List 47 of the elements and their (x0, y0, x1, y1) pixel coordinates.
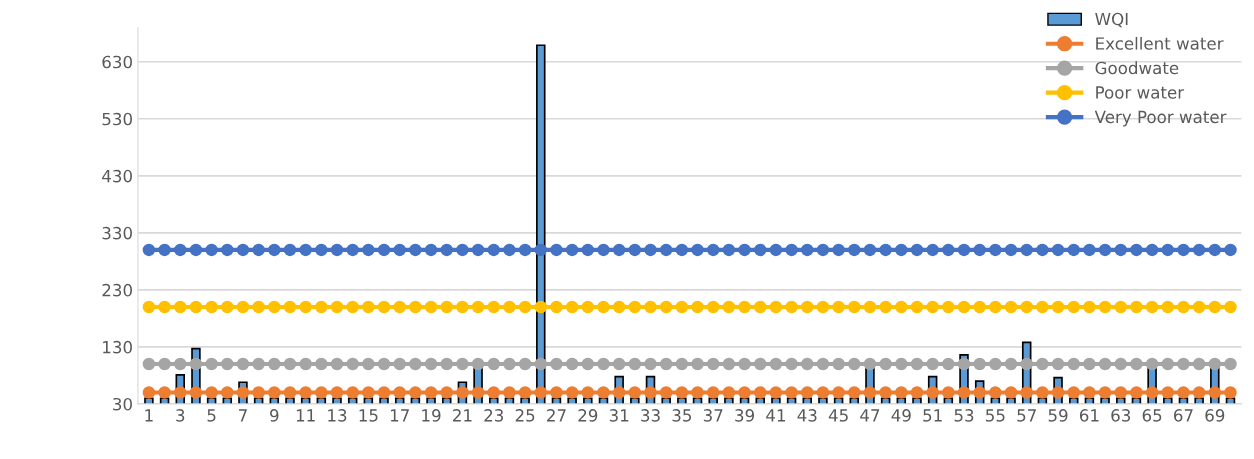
x-tick-label: 61 (1079, 409, 1099, 422)
x-tick-label: 69 (1205, 409, 1225, 422)
y-tick-label: 230 (102, 283, 132, 297)
legend-label: Excellent water (1096, 36, 1224, 50)
x-tick-label: 67 (1174, 409, 1193, 422)
x-tick-label: 23 (484, 409, 504, 422)
x-tick-label: 21 (453, 409, 472, 422)
x-tick-label: 19 (422, 409, 441, 422)
x-tick-label: 49 (891, 409, 911, 422)
x-tick-label: 13 (328, 409, 347, 422)
x-tick-label: 25 (515, 409, 535, 422)
x-tick-label: 5 (207, 409, 216, 422)
y-tick-label: 630 (102, 55, 132, 69)
x-tick-label: 41 (766, 409, 785, 422)
x-tick-label: 15 (359, 409, 378, 422)
x-tick-label: 47 (860, 409, 880, 422)
legend-label: WQI (1095, 12, 1128, 28)
y-tick-label: 30 (113, 397, 132, 411)
x-tick-label: 59 (1048, 409, 1068, 422)
y-tick-label: 330 (102, 226, 132, 240)
x-tick-label: 31 (609, 409, 629, 422)
x-tick-label: 27 (547, 409, 566, 422)
legend-label: Goodwate (1095, 61, 1179, 75)
x-tick-label: 57 (1017, 409, 1036, 422)
x-tick-label: 29 (578, 409, 598, 422)
x-tick-label: 53 (954, 409, 974, 422)
x-tick-label: 11 (296, 409, 315, 422)
x-tick-label: 65 (1142, 409, 1162, 422)
x-tick-label: 37 (703, 409, 723, 422)
y-tick-label: 130 (103, 340, 132, 354)
x-tick-label: 55 (986, 409, 1005, 422)
legend-label: Poor water (1096, 86, 1185, 99)
x-tick-label: 1 (145, 409, 153, 422)
x-tick-label: 51 (923, 409, 942, 422)
x-tick-label: 45 (828, 409, 848, 422)
x-tick-label: 63 (1111, 409, 1131, 422)
y-tick-label: 530 (102, 112, 132, 126)
x-tick-label: 7 (239, 409, 247, 422)
x-tick-label: 35 (672, 409, 692, 422)
x-tick-label: 3 (176, 409, 185, 422)
x-tick-label: 17 (390, 409, 409, 422)
x-tick-label: 43 (797, 409, 817, 422)
x-tick-label: 33 (641, 409, 660, 422)
legend-label: Very Poor water (1094, 110, 1227, 127)
x-tick-label: 9 (270, 409, 279, 422)
x-tick-label: 39 (735, 409, 754, 422)
y-tick-label: 430 (102, 169, 132, 183)
